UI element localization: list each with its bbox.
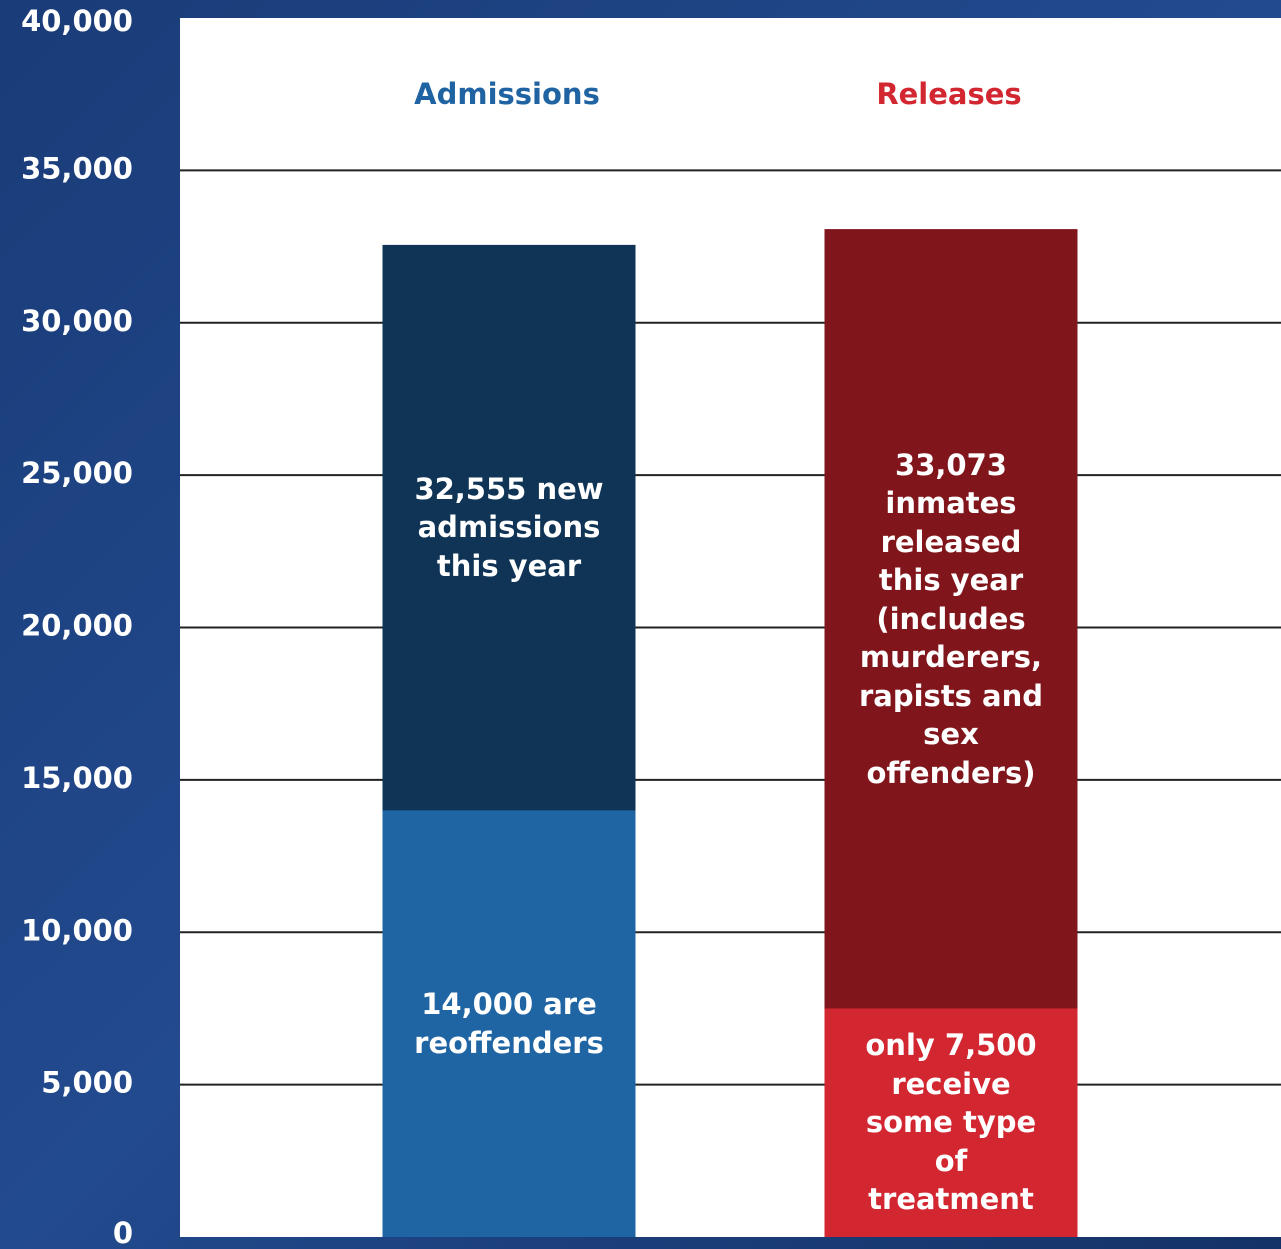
bar (824, 1008, 1078, 1237)
value-label-box: only 7,500 receive some type of treatmen… (865, 1028, 1037, 1217)
category-header: Releases (876, 77, 1021, 111)
y-tick-label: 20,000 (21, 609, 133, 643)
y-tick-label: 0 (113, 1216, 133, 1249)
y-tick-label: 35,000 (21, 151, 133, 185)
value-label: only 7,500 receive some type of treatmen… (865, 1028, 1037, 1217)
value-label-box: 33,073 inmates released this year (inclu… (858, 447, 1044, 790)
value-label-box: 32,555 new admissions this year (414, 471, 604, 583)
y-tick-label: 5,000 (41, 1066, 133, 1100)
y-tick-label: 10,000 (21, 913, 133, 947)
category-header: Admissions (414, 77, 600, 111)
y-tick-label: 40,000 (21, 4, 133, 38)
value-label: 14,000 are reoffenders (414, 987, 604, 1060)
y-tick-label: 25,000 (21, 456, 133, 490)
value-label-box: 14,000 are reoffenders (414, 987, 604, 1060)
value-label: 32,555 new admissions this year (414, 471, 604, 583)
y-tick-label: 30,000 (21, 304, 133, 338)
bar (382, 810, 636, 1237)
y-tick-label: 15,000 (21, 761, 133, 795)
value-label: 33,073 inmates released this year (inclu… (858, 447, 1044, 790)
